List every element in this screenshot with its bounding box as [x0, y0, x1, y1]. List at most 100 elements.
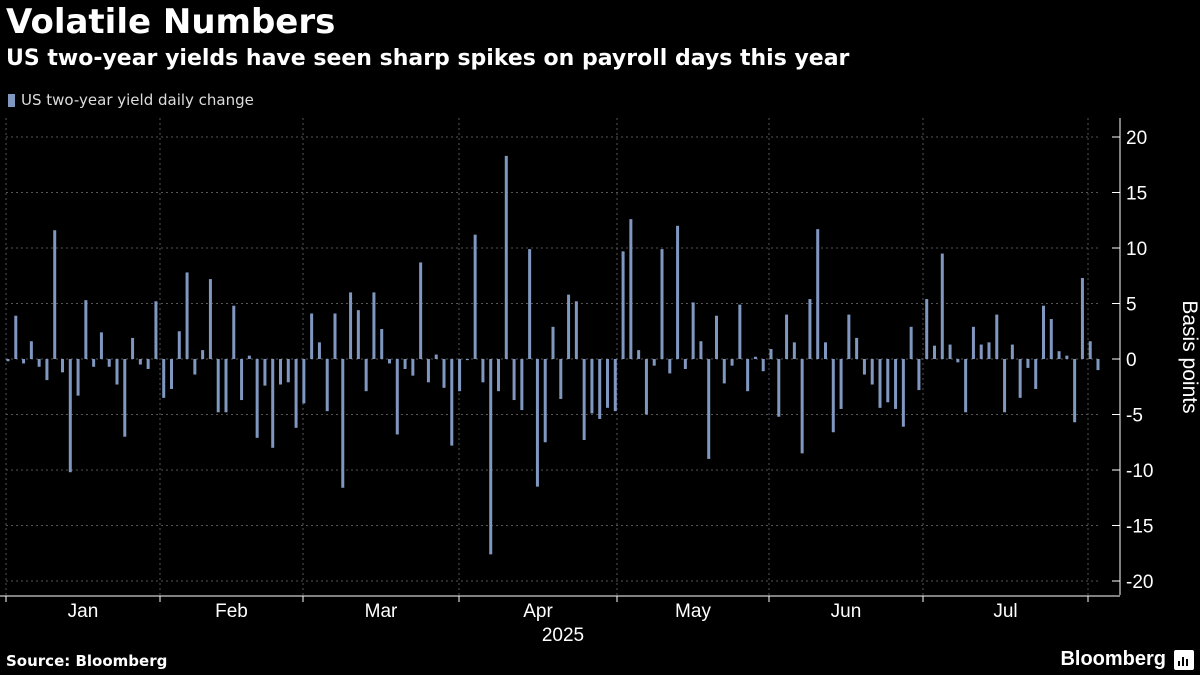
bar — [185, 272, 189, 359]
bar — [839, 359, 843, 409]
bar — [61, 359, 64, 373]
bar — [676, 225, 680, 359]
bar — [894, 359, 898, 409]
bar — [1026, 359, 1030, 368]
bar — [660, 249, 664, 359]
bar — [372, 292, 376, 359]
bar — [574, 301, 578, 359]
chart-subtitle: US two-year yields have seen sharp spike… — [6, 46, 850, 71]
bar — [29, 341, 33, 359]
bar — [279, 359, 282, 385]
bar — [956, 359, 960, 363]
bar — [411, 359, 415, 376]
bar — [131, 337, 135, 359]
brand-logo: Bloomberg — [1060, 648, 1166, 670]
bar — [691, 302, 695, 359]
bar — [738, 304, 742, 359]
bar — [22, 359, 26, 364]
bar — [800, 359, 804, 454]
bar — [224, 359, 228, 413]
x-tick-label: Mar — [365, 601, 398, 622]
bar — [590, 359, 594, 414]
bar — [403, 359, 407, 369]
bar — [504, 155, 508, 359]
bar — [458, 359, 462, 392]
bar — [271, 359, 275, 448]
bar — [1057, 351, 1061, 359]
bar — [1003, 359, 1007, 413]
x-tick-label: Apr — [523, 601, 553, 622]
bar — [1010, 344, 1014, 359]
bar — [948, 344, 952, 359]
bar — [792, 342, 796, 359]
bar — [68, 359, 72, 473]
bar — [715, 315, 718, 359]
bar — [652, 359, 656, 366]
y-tick-label: 5 — [1126, 295, 1137, 316]
bar — [629, 219, 633, 359]
bar — [349, 292, 353, 359]
bar — [925, 299, 929, 359]
bar — [473, 234, 477, 359]
legend-label: US two-year yield daily change — [21, 91, 254, 109]
bar — [170, 359, 173, 389]
bar — [637, 350, 641, 359]
x-tick-label: Jan — [68, 601, 99, 622]
bar — [1034, 359, 1038, 389]
bar — [255, 359, 259, 438]
y-tick-label: -5 — [1126, 406, 1143, 427]
bar — [909, 326, 913, 359]
bar — [162, 359, 166, 398]
bar — [683, 359, 687, 369]
bloomberg-chart-icon — [1174, 650, 1194, 670]
x-axis-label: 2025 — [542, 625, 584, 646]
bar — [862, 359, 866, 375]
bar — [333, 313, 337, 359]
bar — [831, 359, 835, 433]
bar — [138, 359, 142, 365]
bar — [855, 337, 859, 359]
legend: US two-year yield daily change — [8, 91, 254, 109]
bar — [341, 359, 345, 488]
y-tick-label: 20 — [1126, 128, 1147, 149]
bar — [442, 359, 446, 388]
bar — [37, 359, 41, 367]
bar — [177, 331, 181, 359]
bar — [699, 341, 703, 359]
x-tick-label: Feb — [215, 601, 248, 622]
bar — [621, 251, 625, 359]
bar — [606, 359, 609, 408]
bar — [746, 359, 750, 392]
x-tick-label: Jul — [993, 601, 1017, 622]
bar — [777, 359, 781, 417]
bar — [380, 329, 384, 359]
bar — [964, 359, 968, 413]
bar — [1073, 359, 1077, 423]
bar — [816, 229, 820, 359]
bar — [294, 359, 298, 428]
y-axis-title: Basis points — [1178, 300, 1200, 413]
bar — [388, 359, 391, 364]
bar — [419, 262, 423, 359]
bar — [761, 359, 765, 372]
bar — [1096, 359, 1100, 371]
y-tick-label: 0 — [1126, 350, 1137, 371]
bar — [722, 359, 726, 384]
y-tick-label: 15 — [1126, 184, 1147, 205]
bar — [886, 359, 890, 403]
bar — [14, 315, 18, 359]
bar — [6, 359, 10, 362]
bar — [115, 359, 119, 385]
bar — [1042, 305, 1045, 359]
bar — [193, 359, 197, 375]
bar — [481, 359, 485, 383]
bar — [987, 342, 991, 359]
bar — [785, 314, 789, 359]
y-tick-label: -20 — [1126, 572, 1153, 593]
bar — [824, 342, 827, 359]
bar — [263, 359, 267, 386]
bar — [582, 359, 586, 441]
bar — [933, 345, 936, 359]
bar — [53, 230, 57, 359]
